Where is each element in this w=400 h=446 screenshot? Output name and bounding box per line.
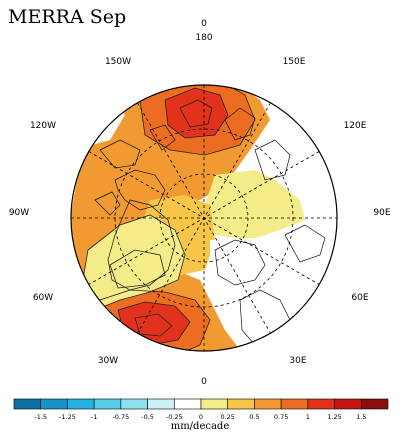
colorbar-box [307,398,335,410]
colorbar-box [120,398,148,410]
colorbar-tick-label: 1.5 [356,413,366,421]
colorbar-box [40,398,68,410]
trend-region-red-top [165,88,228,138]
colorbar-tick-label: 0 [199,413,203,421]
trend-region-yellow-north [205,170,305,240]
colorbar-tick-label: -1 [91,413,97,421]
lon-label-120e: 120E [344,121,367,131]
lon-label-0-top: 0 [201,19,207,29]
lon-label-150e: 150E [283,57,306,67]
colorbar: -1.5 -1.25 -1 -0.75 -0.5 -0.25 0 0.25 0.5 0.75 1 1.… [13,398,389,421]
colorbar-units: mm/decade [170,421,230,432]
map-title: MERRA Sep [8,6,127,28]
colorbar-tick-label: 1 [306,413,310,421]
colorbar-boxes [13,398,389,410]
colorbar-box [254,398,282,410]
colorbar-labels: -1.5 -1.25 -1 -0.75 -0.5 -0.25 0 0.25 0.5 0.75 1 1.… [34,413,366,421]
lon-label-0-bottom: 0 [201,377,207,387]
lon-label-30e: 30E [289,356,306,366]
colorbar-tick-label: -0.75 [112,413,129,421]
colorbar-tick-label: 0.75 [274,413,288,421]
colorbar-box [147,398,175,410]
colorbar-box [227,398,255,410]
colorbar-tick-label: 1.25 [327,413,341,421]
colorbar-box [200,398,229,410]
colorbar-box [334,398,362,410]
colorbar-box [93,398,122,410]
lon-label-90w: 90W [9,208,29,218]
lon-label-60e: 60E [351,293,368,303]
lon-label-180: 180 [195,33,212,43]
lon-label-120w: 120W [30,121,56,131]
colorbar-tick-label: -1.5 [34,413,47,421]
colorbar-tick-label: -0.5 [141,413,154,421]
lon-label-150w: 150W [105,57,131,67]
colorbar-tick-label: -0.25 [166,413,183,421]
lon-label-90e: 90E [373,208,390,218]
trend-region-yellow-greenland [82,215,185,310]
map-border [70,84,338,352]
map-disk [71,85,337,351]
coastlines [94,107,326,346]
graticule [71,85,337,351]
colorbar-box [360,398,389,410]
colorbar-box [280,398,309,410]
trend-region-white-east [210,225,337,345]
colorbar-tick-label: -1.25 [59,413,76,421]
colorbar-box [13,398,42,410]
polar-map: 0 180 150W 150E 120W 120E 90W 90E 60W 60… [9,19,391,387]
colorbar-box [173,398,202,410]
colorbar-tick-label: 0.25 [220,413,234,421]
lon-label-30w: 30W [98,356,118,366]
colorbar-box [67,398,95,410]
colorbar-tick-label: 0.5 [249,413,259,421]
lon-label-60w: 60W [33,293,53,303]
